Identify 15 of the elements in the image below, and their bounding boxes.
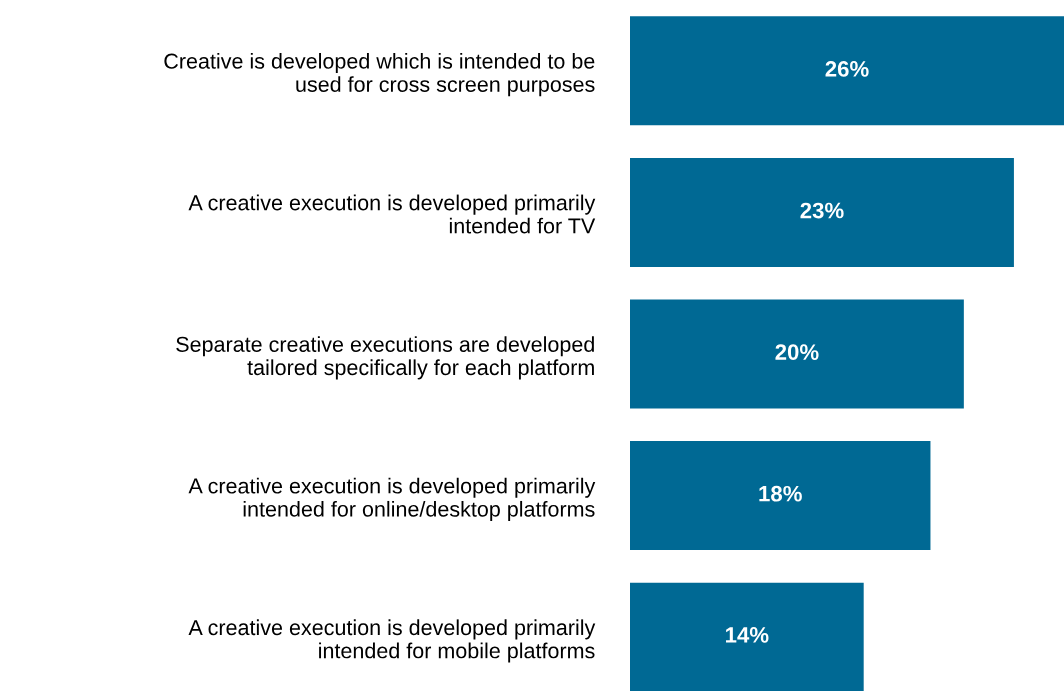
y-tick-label: A creative execution is developed primarily intended for TV [188, 194, 596, 234]
data-label: 23% [800, 202, 844, 219]
y-tick-label: Separate creative executions are developed tailored specifically for each platform [176, 336, 594, 380]
data-label: 20% [775, 344, 819, 360]
bar [630, 299, 964, 409]
y-tick-label: A creative execution is developed primarily intended for online/desktop platforms [188, 477, 596, 522]
bar [630, 157, 1014, 267]
bar [630, 441, 931, 551]
bar [630, 16, 1064, 126]
bar [630, 582, 864, 691]
data-label: 18% [759, 485, 802, 502]
y-tick-label: Creative is developed which is intended to be used for cross screen purposes [164, 52, 595, 97]
y-tick-label: A creative execution is developed primarily intended for mobile platforms [188, 619, 596, 663]
data-label: 14% [726, 627, 769, 643]
data-label: 26% [825, 61, 869, 77]
